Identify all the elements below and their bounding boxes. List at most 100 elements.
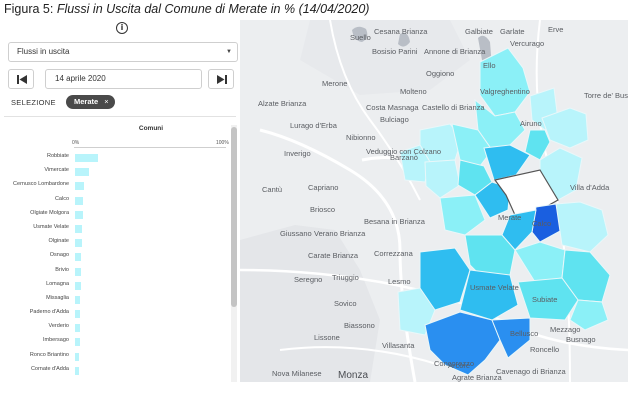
town-label: Merone [322, 79, 348, 88]
town-label: Ello [483, 61, 496, 70]
previous-date-button[interactable] [8, 69, 34, 89]
town-label: Bosisio Parini [372, 47, 418, 56]
bar-label: Olginate [48, 238, 70, 245]
map-view[interactable]: Cesana Brianza Suello Galbiate Garlate Vercu… [240, 20, 628, 382]
selection-label: SELEZIONE [11, 98, 56, 107]
axis-line [74, 147, 226, 148]
bar-label: Ronco Briantino [29, 351, 69, 358]
town-label: Costa Masnaga [366, 103, 419, 112]
town-label: Arcore [448, 361, 471, 370]
bar-label: Lomagna [46, 280, 69, 287]
bar-label: Olgiate Molgora [30, 209, 69, 216]
town-label: Verano Brianza [314, 229, 366, 238]
town-label: Nibionno [346, 133, 376, 142]
bar[interactable] [75, 295, 81, 304]
bar[interactable] [75, 324, 80, 333]
flow-type-value: Flussi in uscita [17, 47, 70, 56]
chart-title: Comuni [138, 125, 164, 132]
town-label: Agrate Brianza [452, 373, 502, 382]
town-label: Molteno [400, 87, 427, 96]
bar[interactable] [75, 168, 89, 177]
town-label: Subiate [532, 295, 558, 304]
town-label: Cantù [262, 185, 283, 194]
bar-row[interactable]: Osnago [4, 250, 236, 264]
town-label: Usmate Velate [470, 283, 519, 292]
town-label: Giussano [280, 229, 312, 238]
chart-scrollbar[interactable] [231, 125, 237, 382]
next-date-button[interactable] [208, 69, 234, 89]
town-label: Mezzago [550, 325, 581, 334]
bar-row[interactable]: Olginate [4, 236, 236, 250]
town-label: Carate Brianza [308, 251, 359, 260]
town-label: Bulciago [380, 115, 409, 124]
town-label: Galbiate [465, 27, 493, 36]
date-field[interactable]: 14 aprile 2020 [45, 69, 202, 89]
bar-row[interactable]: Imbersago [4, 335, 236, 349]
town-label: Roncello [530, 345, 560, 354]
flow-type-select[interactable]: Flussi in uscita ▼ [8, 42, 238, 62]
bar-row[interactable]: Cernusco Lombardone [4, 179, 236, 193]
bar[interactable] [75, 352, 80, 361]
selection-chip[interactable]: Merate × [66, 95, 115, 109]
bar-row[interactable]: Cornate d'Adda [4, 364, 236, 378]
town-label: Torre de' Busi [584, 91, 628, 100]
bar-row[interactable]: Brivio [4, 265, 236, 279]
bar-row[interactable]: Usmate Velate [4, 222, 236, 236]
bar[interactable] [75, 224, 83, 233]
town-label: Correzzana [374, 249, 413, 258]
bar-row[interactable]: Calco [4, 194, 236, 208]
town-label: Valgreghentino [480, 87, 530, 96]
town-label: Nova Milanese [272, 369, 322, 378]
bar-row[interactable]: Vimercate [4, 165, 236, 179]
town-label: Cavenago di Brianza [496, 367, 566, 376]
bar[interactable] [75, 154, 99, 162]
bar[interactable] [75, 281, 81, 290]
skip-back-icon [17, 75, 27, 84]
town-label: Calco [532, 219, 552, 228]
axis-max-label: 100% [216, 140, 229, 146]
bar-label: Brivio [55, 266, 69, 273]
town-label: Merate [498, 213, 522, 222]
caption-title: Flussi in Uscita dal Comune di Merate in… [56, 2, 370, 16]
town-label: Lissone [314, 333, 340, 342]
bar-row[interactable]: Ronco Briantino [4, 350, 236, 364]
info-icon[interactable]: i [116, 22, 128, 34]
bar-label: Cornate d'Adda [30, 365, 69, 372]
bar-row[interactable]: Missaglia [4, 293, 236, 307]
bar[interactable] [75, 366, 79, 375]
bar[interactable] [75, 196, 84, 205]
bar-row[interactable]: Lomagna [4, 279, 236, 293]
bar-row[interactable]: Robbiate [4, 151, 236, 165]
bar[interactable] [75, 310, 81, 319]
bar-label: Verderio [48, 323, 70, 330]
town-label: Bellusco [510, 329, 539, 338]
town-label: Villa d'Adda [570, 183, 610, 192]
town-label: Suello [350, 33, 371, 42]
bar-row[interactable]: Verderio [4, 321, 236, 335]
bar-row[interactable]: Olgiate Molgora [4, 208, 236, 222]
chevron-down-icon: ▼ [226, 49, 232, 55]
town-label: Cesana Brianza [374, 27, 428, 36]
bar-label: Paderno d'Adda [29, 309, 69, 316]
bar[interactable] [75, 210, 83, 219]
town-label: Veduggio con Colzano [366, 147, 442, 156]
bar[interactable] [75, 239, 82, 248]
town-label: Sovico [334, 299, 357, 308]
bar-row[interactable]: Paderno d'Adda [4, 307, 236, 321]
town-label: Alzate Brianza [258, 99, 307, 108]
bar[interactable] [75, 253, 82, 262]
bar-label: Calco [54, 195, 69, 202]
town-label: Busnago [566, 335, 596, 344]
bar-label: Imbersago [43, 337, 69, 344]
town-label: Airuno [520, 119, 542, 128]
town-label: Garlate [500, 27, 525, 36]
bar[interactable] [75, 182, 84, 191]
bar-label: Usmate Velate [33, 223, 69, 230]
bar[interactable] [75, 338, 80, 347]
scrollbar-thumb[interactable] [231, 127, 237, 307]
town-label: Concorezzo [434, 359, 475, 368]
bar[interactable] [75, 267, 81, 276]
close-icon[interactable]: × [104, 97, 109, 106]
town-label: Triuggio [332, 273, 359, 282]
town-label: Annone di Brianza [424, 47, 486, 56]
